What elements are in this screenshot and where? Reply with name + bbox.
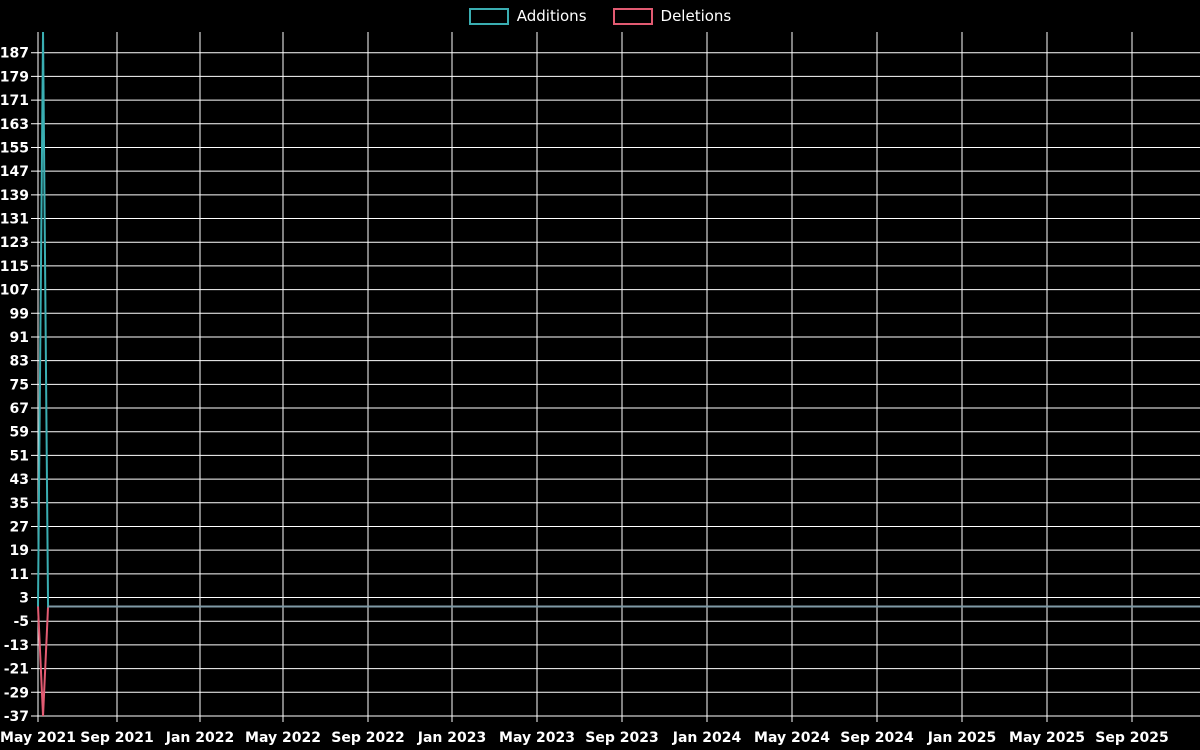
y-axis-tick-label: 179 (0, 69, 29, 85)
x-axis-tick-label: May 2021 (0, 730, 76, 746)
x-axis-tick-label: Jan 2025 (927, 730, 996, 746)
y-axis-tick-label: 171 (0, 93, 29, 109)
y-axis-tick-label: 187 (0, 46, 29, 62)
y-axis-tick-label: 11 (10, 567, 29, 583)
x-axis-tick-label: Sep 2021 (80, 730, 153, 746)
legend-label-additions: Additions (516, 7, 587, 25)
x-axis-tick-label: May 2025 (1009, 730, 1085, 746)
legend-item-deletions[interactable]: Deletions (612, 6, 732, 26)
y-axis-tick-label: 51 (10, 448, 29, 464)
y-axis-tick-label: 59 (10, 425, 29, 441)
x-axis-tick-label: Sep 2024 (840, 730, 914, 746)
legend-item-additions[interactable]: Additions (468, 6, 587, 26)
additions-swatch-icon (468, 7, 509, 25)
x-axis-tick-label: Jan 2022 (165, 730, 234, 746)
y-axis-tick-label: -29 (4, 685, 29, 701)
y-axis-tick-label: 131 (0, 212, 29, 228)
x-axis-tick-label: Sep 2025 (1095, 730, 1168, 746)
y-axis-tick-label: 147 (0, 164, 29, 180)
deletions-swatch-icon (612, 7, 653, 25)
deletions-line (37, 605, 1200, 717)
x-axis-tick-label: Jan 2024 (672, 730, 742, 746)
y-axis-tick-label: 107 (0, 283, 29, 299)
chart-legend: Additions Deletions (0, 6, 1200, 26)
y-axis-tick-label: 139 (0, 188, 29, 204)
y-axis-tick-label: 115 (0, 259, 29, 275)
y-axis-tick-label: 75 (10, 377, 29, 393)
x-axis-tick-label: Jan 2023 (417, 730, 486, 746)
y-axis-tick-label: -13 (4, 638, 29, 654)
y-axis-tick-label: 163 (0, 117, 29, 133)
y-axis-tick-label: -37 (4, 709, 29, 725)
y-axis-tick-label: 3 (19, 591, 29, 607)
x-axis-tick-label: May 2022 (245, 730, 321, 746)
y-axis-tick-label: 99 (10, 306, 29, 322)
x-axis-tick-label: May 2023 (499, 730, 575, 746)
legend-label-deletions: Deletions (660, 7, 732, 25)
y-axis-tick-label: 83 (10, 354, 29, 370)
y-axis-tick-label: 35 (10, 496, 29, 512)
y-axis-tick-label: -21 (4, 662, 29, 678)
y-axis-tick-label: 43 (10, 472, 29, 488)
x-axis-tick-label: May 2024 (754, 730, 830, 746)
additions-line (37, 31, 1200, 608)
x-axis-tick-label: Sep 2023 (585, 730, 658, 746)
y-axis-tick-label: 123 (0, 235, 29, 251)
x-axis-tick-label: Sep 2022 (331, 730, 404, 746)
y-axis-tick-label: 67 (10, 401, 29, 417)
y-axis-tick-label: -5 (13, 614, 29, 630)
y-axis-tick-label: 155 (0, 140, 29, 156)
y-axis-tick-label: 27 (10, 519, 29, 535)
y-axis-tick-label: 19 (10, 543, 29, 559)
y-axis-tick-label: 91 (10, 330, 29, 346)
